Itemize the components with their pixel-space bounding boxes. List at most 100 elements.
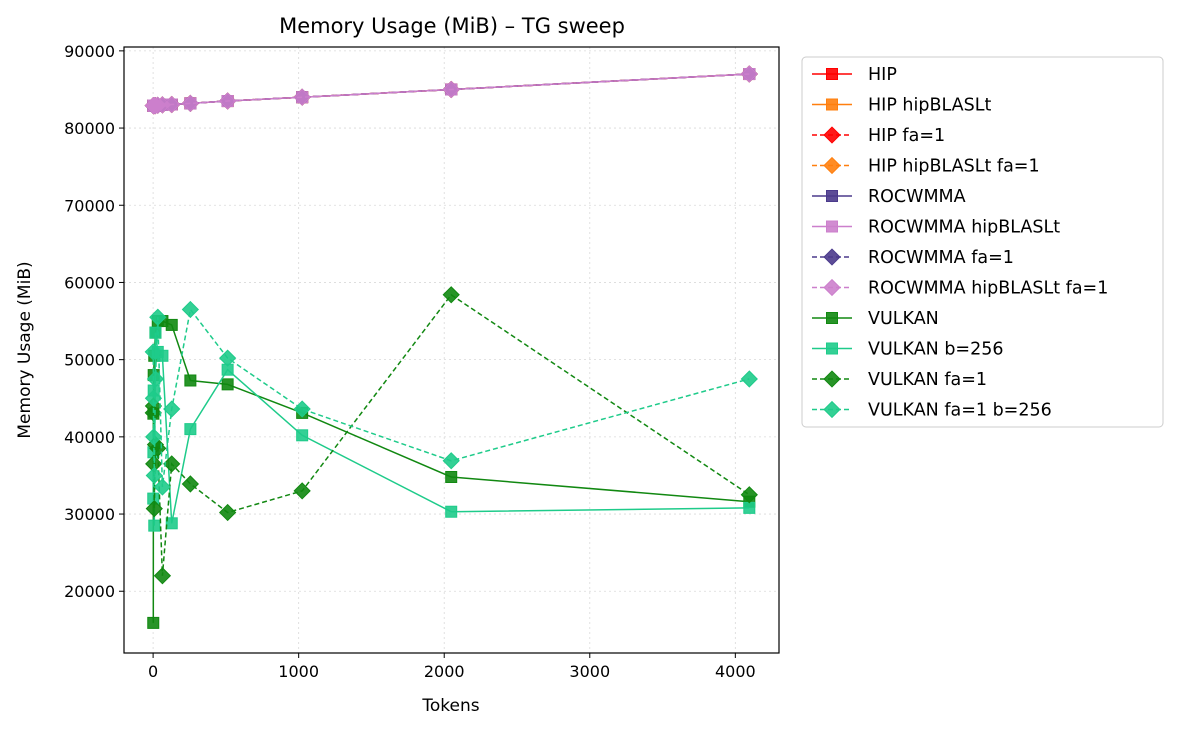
series-layer xyxy=(144,65,758,629)
data-point xyxy=(219,503,237,522)
y-tick-label: 70000 xyxy=(64,196,115,215)
legend-marker xyxy=(823,156,841,175)
legend-label: ROCWMMA xyxy=(868,187,966,207)
y-tick-label: 90000 xyxy=(64,42,115,61)
data-point xyxy=(296,429,309,442)
data-point xyxy=(740,65,758,83)
series-vulkan-fa-1 xyxy=(144,286,758,585)
data-point xyxy=(219,92,237,110)
data-point xyxy=(219,349,237,367)
data-point xyxy=(293,88,311,106)
data-point xyxy=(144,343,162,361)
data-point xyxy=(442,80,460,99)
data-point xyxy=(145,500,163,518)
data-point xyxy=(165,318,178,331)
data-point xyxy=(442,452,460,470)
data-point xyxy=(145,428,163,446)
legend-label: HIP hipBLASLt fa=1 xyxy=(868,157,1040,177)
data-point xyxy=(165,517,178,530)
legend-item: VULKAN xyxy=(812,309,939,329)
data-point xyxy=(743,501,756,514)
data-point xyxy=(184,374,197,387)
y-tick-label: 20000 xyxy=(64,582,115,601)
legend-item: VULKAN fa=1 xyxy=(812,370,987,390)
legend-frame xyxy=(801,56,1164,428)
data-point xyxy=(442,286,460,304)
data-point xyxy=(740,370,758,388)
legend-label: VULKAN b=256 xyxy=(868,340,1004,360)
series-vulkan-fa-1-b-256 xyxy=(144,300,758,496)
legend-marker xyxy=(826,312,838,324)
legend-marker xyxy=(823,400,841,419)
y-tick-label: 40000 xyxy=(64,428,115,447)
legend-marker xyxy=(826,190,838,202)
series-vulkan-b-256 xyxy=(147,326,756,532)
legend-item: ROCWMMA hipBLASLt xyxy=(812,218,1060,238)
y-axis: 20000 30000 40000 50000 60000 70000 80000 90000 xyxy=(64,42,124,601)
legend-label: VULKAN fa=1 xyxy=(868,370,987,390)
legend-item: ROCWMMA hipBLASLt fa=1 xyxy=(812,279,1108,299)
legend-label: ROCWMMA hipBLASLt fa=1 xyxy=(868,279,1108,299)
legend-item: HIP fa=1 xyxy=(812,126,945,146)
data-point xyxy=(153,567,172,585)
grid xyxy=(124,47,779,653)
legend-label: HIP xyxy=(868,65,897,85)
legend-marker xyxy=(823,370,841,388)
legend-label: HIP fa=1 xyxy=(868,126,945,146)
data-point xyxy=(445,470,458,483)
legend-label: VULKAN xyxy=(868,309,939,329)
legend-label: ROCWMMA fa=1 xyxy=(868,248,1014,268)
data-point xyxy=(740,486,758,504)
x-tick-label: 1000 xyxy=(278,662,319,681)
data-point xyxy=(181,300,200,319)
data-point xyxy=(221,378,234,391)
data-point xyxy=(181,475,200,493)
data-point xyxy=(144,389,163,407)
data-point xyxy=(149,308,167,326)
data-point xyxy=(181,94,200,112)
legend-marker xyxy=(826,342,838,355)
legend-item: VULKAN b=256 xyxy=(812,340,1004,360)
legend-marker xyxy=(823,278,841,297)
y-tick-label: 60000 xyxy=(64,273,115,292)
legend-label: ROCWMMA hipBLASLt xyxy=(868,218,1060,238)
data-point xyxy=(145,466,163,485)
data-point xyxy=(146,370,165,388)
x-tick-label: 3000 xyxy=(569,662,610,681)
legend-marker xyxy=(823,126,841,144)
y-tick-label: 30000 xyxy=(64,505,115,524)
legend-marker xyxy=(823,248,841,266)
data-point xyxy=(445,505,458,518)
legend-marker xyxy=(826,98,838,111)
legend: HIP HIP hipBLASLt HIP fa=1 HIP hipBLASLt fa… xyxy=(801,56,1164,428)
series-line xyxy=(152,293,750,576)
data-point xyxy=(149,326,162,339)
series-rocwmma-hipblaslt-fa-1 xyxy=(144,65,758,115)
data-point xyxy=(153,478,172,496)
y-tick-label: 80000 xyxy=(64,119,115,138)
legend-item: ROCWMMA fa=1 xyxy=(812,248,1014,268)
data-point xyxy=(148,519,161,532)
y-tick-label: 50000 xyxy=(64,351,115,370)
data-point xyxy=(184,423,197,436)
series-line xyxy=(152,332,750,526)
legend-marker xyxy=(826,220,838,233)
legend-label: HIP hipBLASLt xyxy=(868,96,991,116)
series-vulkan xyxy=(147,315,756,629)
data-point xyxy=(163,400,181,418)
legend-item: HIP hipBLASLt fa=1 xyxy=(812,157,1040,177)
legend-item: HIP hipBLASLt xyxy=(812,96,991,116)
legend-item: ROCWMMA xyxy=(812,187,966,207)
chart-title: Memory Usage (MiB) – TG sweep xyxy=(279,14,625,38)
legend-label: VULKAN fa=1 b=256 xyxy=(868,401,1052,421)
legend-item: HIP xyxy=(812,65,897,85)
data-point xyxy=(163,455,181,473)
x-tick-label: 0 xyxy=(148,662,158,681)
x-tick-label: 2000 xyxy=(424,662,465,681)
legend-marker xyxy=(826,68,838,80)
data-point xyxy=(293,400,311,418)
data-point xyxy=(147,616,160,629)
data-point xyxy=(163,95,181,114)
x-axis-label: Tokens xyxy=(421,696,479,716)
